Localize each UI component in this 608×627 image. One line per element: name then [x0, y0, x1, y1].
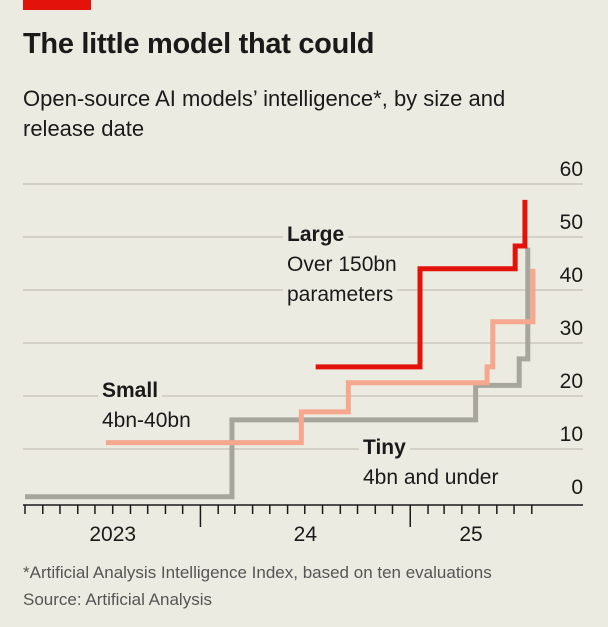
series-sublabel: parameters	[287, 283, 393, 306]
y-tick-label: 0	[571, 476, 583, 499]
brand-bar	[23, 0, 91, 10]
label-mask	[283, 283, 398, 306]
series-line-tiny	[25, 247, 531, 500]
chart-subtitle: Open-source AI models’ intelligence*, by…	[23, 86, 506, 141]
y-tick-label: 20	[560, 370, 583, 393]
series-sublabel: Over 150bn	[287, 253, 397, 276]
x-tick-label: 25	[459, 523, 482, 546]
footnote: *Artificial Analysis Intelligence Index,…	[23, 563, 492, 582]
label-mask	[359, 466, 503, 489]
label-mask	[283, 223, 349, 246]
y-tick-label: 30	[560, 317, 583, 340]
series-label: Tiny	[363, 436, 406, 459]
source: Source: Artificial Analysis	[23, 590, 212, 609]
label-mask	[283, 253, 401, 276]
series-line-small	[105, 268, 536, 446]
series-line-large	[315, 199, 528, 370]
y-tick-label: 10	[560, 423, 583, 446]
label-mask	[98, 379, 163, 402]
series-label: Large	[287, 223, 344, 246]
label-mask	[98, 409, 195, 432]
series-sublabel: 4bn-40bn	[102, 409, 191, 432]
y-tick-label: 60	[560, 158, 583, 181]
x-tick-label: 24	[294, 523, 318, 546]
y-tick-label: 50	[560, 211, 583, 234]
series-sublabel: 4bn and under	[363, 466, 498, 489]
y-tick-label: 40	[560, 264, 583, 287]
label-mask	[359, 436, 411, 459]
chart: 0 10 20 30 40 50 60 Large Over 150bn parameters Sm…	[23, 158, 583, 546]
x-tick-label: 2023	[89, 523, 136, 546]
chart-title: The little model that could	[23, 28, 375, 60]
series-label: Small	[102, 379, 158, 402]
